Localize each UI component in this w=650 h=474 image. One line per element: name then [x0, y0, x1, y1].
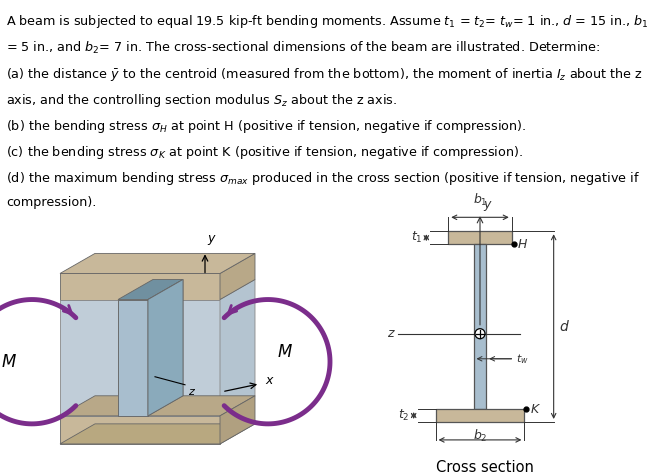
Bar [448, 231, 512, 244]
Polygon shape [118, 280, 183, 300]
Polygon shape [60, 300, 220, 416]
Text: $t_2$: $t_2$ [398, 408, 410, 423]
Text: (a) the distance $\bar{y}$ to the centroid (measured from the bottom), the momen: (a) the distance $\bar{y}$ to the centro… [6, 65, 644, 82]
Text: z: z [387, 327, 394, 340]
Text: (d) the maximum bending stress $\sigma_{max}$ produced in the cross section (pos: (d) the maximum bending stress $\sigma_{… [6, 170, 640, 187]
Text: axis, and the controlling section modulus $S_z$ about the z axis.: axis, and the controlling section modulu… [6, 91, 398, 109]
Text: y: y [483, 198, 490, 211]
Text: x: x [265, 374, 272, 387]
Polygon shape [148, 280, 183, 416]
Text: Cross section: Cross section [436, 460, 534, 474]
Text: y: y [207, 232, 215, 246]
Polygon shape [60, 273, 220, 300]
Circle shape [475, 328, 485, 339]
Text: H: H [517, 237, 527, 251]
Text: K: K [530, 402, 539, 416]
Polygon shape [220, 254, 255, 300]
Text: A beam is subjected to equal 19.5 kip-ft bending moments. Assume $t_1$ = $t_2$= : A beam is subjected to equal 19.5 kip-ft… [6, 13, 649, 30]
Text: compression).: compression). [6, 196, 97, 209]
Bar [474, 244, 486, 409]
Polygon shape [60, 254, 255, 273]
Text: M: M [2, 353, 16, 371]
Polygon shape [118, 300, 148, 416]
Text: $d$: $d$ [558, 319, 569, 334]
Text: $t_1$: $t_1$ [411, 230, 422, 245]
Polygon shape [118, 300, 148, 416]
Polygon shape [60, 396, 255, 416]
Polygon shape [60, 424, 255, 444]
Bar [436, 409, 525, 422]
Polygon shape [220, 280, 255, 416]
Text: (c) the bending stress $\sigma_K$ at point K (positive if tension, negative if c: (c) the bending stress $\sigma_K$ at poi… [6, 144, 524, 161]
Text: M: M [278, 343, 292, 361]
Polygon shape [60, 416, 220, 444]
Text: $t_w$: $t_w$ [516, 352, 529, 365]
Text: = 5 in., and $b_2$= 7 in. The cross-sectional dimensions of the beam are illustr: = 5 in., and $b_2$= 7 in. The cross-sect… [6, 39, 601, 55]
Text: $b_1$: $b_1$ [473, 192, 488, 208]
Text: z: z [188, 387, 194, 397]
Text: (b) the bending stress $\sigma_H$ at point H (positive if tension, negative if c: (b) the bending stress $\sigma_H$ at poi… [6, 118, 526, 135]
Polygon shape [148, 280, 183, 416]
Text: $b_2$: $b_2$ [473, 428, 488, 444]
Polygon shape [220, 396, 255, 444]
